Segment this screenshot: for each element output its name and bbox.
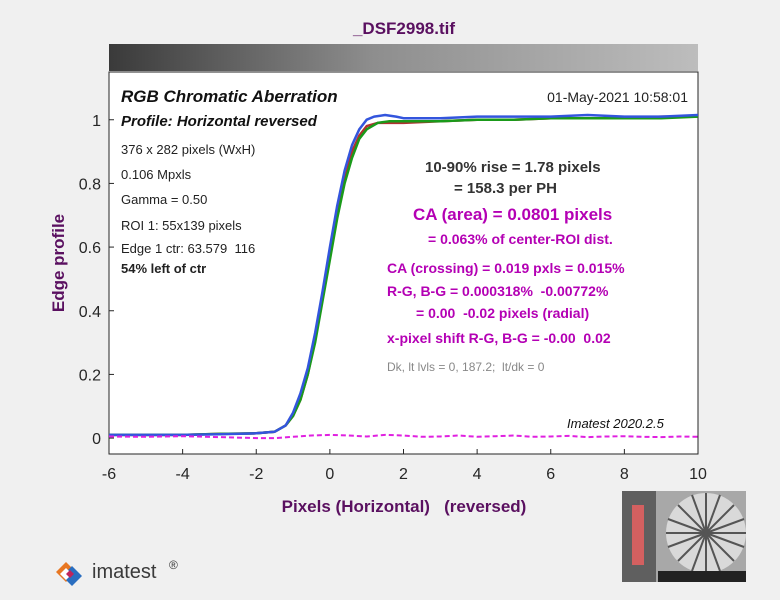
ca-pct-text: = 0.063% of center-ROI dist. [428, 231, 613, 247]
dk-text: Dk, lt lvls = 0, 187.2; lt/dk = 0 [387, 360, 545, 374]
rg-bg-text: R-G, B-G = 0.000318% -0.00772% [387, 283, 609, 299]
info-line-5: Edge 1 ctr: 63.579 116 [121, 241, 255, 256]
axis-ticks: -6 -4 -2 0 2 4 6 8 10 0 0.2 0.4 0.6 0.8 1 [79, 113, 707, 483]
y-tick-label: 0 [92, 431, 101, 448]
rise-text: 10-90% rise = 1.78 pixels [425, 159, 601, 176]
chart-heading: RGB Chromatic Aberration [121, 87, 338, 106]
series-line-blue [109, 113, 698, 437]
series-line-dash [109, 433, 698, 440]
x-tick-label: -2 [249, 466, 263, 483]
shift-text: x-pixel shift R-G, B-G = -0.00 0.02 [387, 330, 611, 346]
plot-area [108, 71, 699, 455]
series-group [109, 113, 698, 440]
x-tick-label: 0 [325, 466, 334, 483]
chart-title: _DSF2998.tif [352, 19, 455, 38]
registered-mark: ® [169, 558, 178, 572]
imatest-logo: imatest ® [52, 558, 192, 590]
per-ph-text: = 158.3 per PH [454, 180, 557, 197]
imatest-logo-icon [56, 562, 82, 586]
version-text: Imatest 2020.2.5 [567, 416, 665, 431]
roi-thumbnail [622, 491, 746, 582]
y-tick-label: 0.8 [79, 176, 101, 193]
x-axis-label: Pixels (Horizontal) (reversed) [282, 497, 527, 516]
x-tick-label: 8 [620, 466, 629, 483]
gradient-bar [109, 44, 698, 71]
info-line-4: ROI 1: 55x139 pixels [121, 218, 242, 233]
radial-text: = 0.00 -0.02 pixels (radial) [416, 305, 589, 321]
x-tick-label: 2 [399, 466, 408, 483]
ca-area-text: CA (area) = 0.0801 pixels [413, 205, 612, 224]
left-of-ctr: 54% left of ctr [121, 261, 206, 276]
info-line-1: 376 x 282 pixels (WxH) [121, 142, 255, 157]
imatest-logo-text: imatest [92, 561, 157, 583]
profile-label: Profile: Horizontal reversed [121, 113, 318, 130]
y-tick-label: 0.4 [79, 304, 101, 321]
x-tick-label: 4 [473, 466, 482, 483]
ca-crossing-text: CA (crossing) = 0.019 pxls = 0.015% [387, 260, 625, 276]
x-tick-label: -6 [102, 466, 116, 483]
info-line-2: 0.106 Mpxls [121, 167, 192, 182]
x-tick-label: 10 [689, 466, 707, 483]
x-tick-label: -4 [176, 466, 190, 483]
y-tick-label: 1 [92, 113, 101, 130]
y-tick-label: 0.6 [79, 240, 101, 257]
info-line-3: Gamma = 0.50 [121, 192, 207, 207]
y-axis-label: Edge profile [49, 214, 68, 312]
chart-date: 01-May-2021 10:58:01 [547, 89, 688, 105]
x-tick-label: 6 [546, 466, 555, 483]
y-tick-label: 0.2 [79, 367, 101, 384]
